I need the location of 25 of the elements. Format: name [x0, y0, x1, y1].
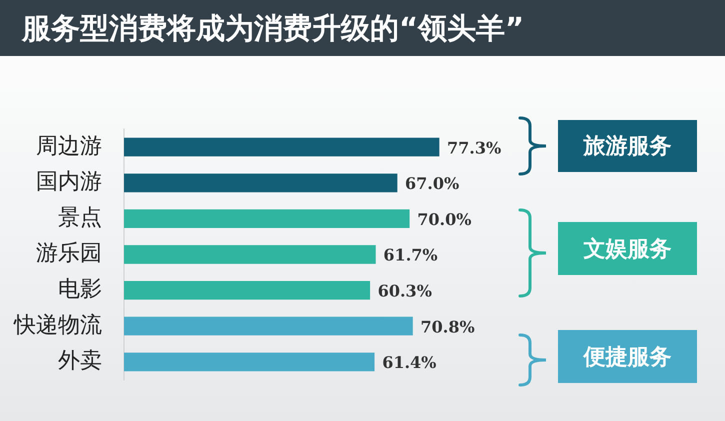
text: 旅游服务: [558, 120, 697, 172]
y-tick-label: 景点: [58, 205, 102, 230]
bar: [124, 138, 440, 156]
data-label: 61.7%: [383, 246, 438, 265]
y-tick-label: 外卖: [58, 348, 102, 374]
bar: [124, 174, 398, 192]
y-tick-label: 电影: [58, 277, 102, 302]
text: 便捷服务: [558, 330, 697, 383]
bar: [124, 209, 410, 228]
bar: [124, 316, 413, 336]
y-tick-label: 游乐园: [36, 241, 102, 266]
data-label: 61.4%: [382, 353, 436, 372]
data-label: 67.0%: [405, 174, 460, 194]
data-label: 70.8%: [420, 317, 475, 336]
data-label: 70.0%: [417, 210, 472, 229]
y-tick-label: 周边游: [36, 134, 102, 159]
data-label: 77.3%: [446, 138, 502, 158]
chart-title: 服务型消费将成为消费升级的“领头羊”: [0, 0, 725, 56]
y-tick-label: 快递物流: [13, 312, 102, 338]
bar: [124, 280, 370, 300]
text: 文娱服务: [558, 222, 697, 275]
data-label: 60.3%: [378, 281, 432, 300]
bar: [124, 245, 376, 264]
y-tick-label: 国内游: [36, 170, 102, 195]
bar: [124, 352, 375, 372]
